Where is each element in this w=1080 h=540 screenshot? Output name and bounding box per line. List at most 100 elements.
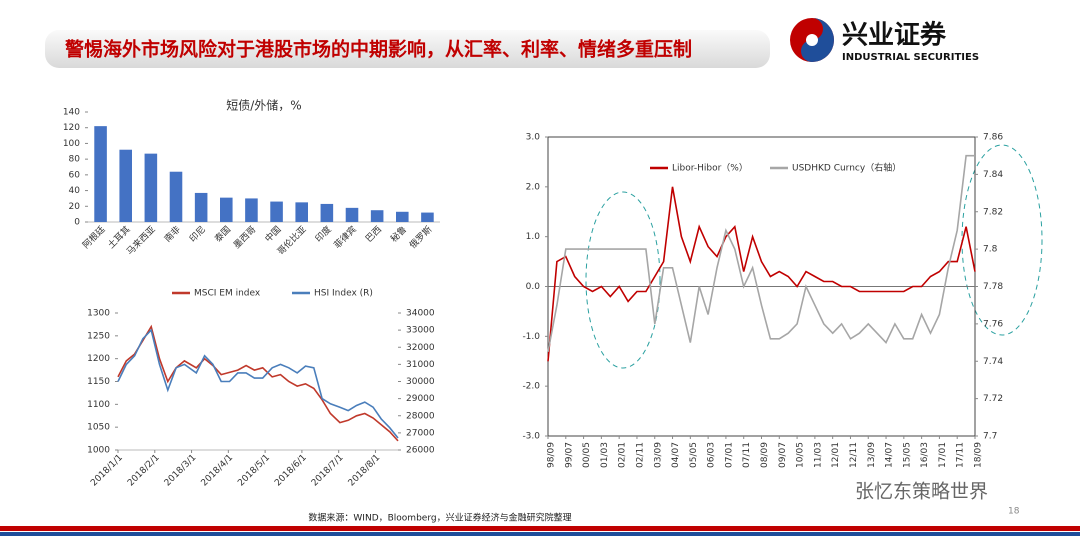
x-tick-label: 03/09 [653, 442, 663, 468]
x-tick-label: 17/11 [956, 442, 966, 468]
y-tick-label: 0.0 [526, 282, 541, 292]
y-tick-label: 60 [69, 170, 81, 180]
y2-tick-label: 7.86 [983, 133, 1003, 143]
series-line [547, 186, 976, 362]
y-tick-label: 100 [63, 139, 80, 149]
y2-tick-label: 34000 [406, 309, 435, 319]
x-tick-label: 2018/8/1 [347, 453, 383, 489]
y-tick-label: 0 [74, 218, 80, 228]
bar [396, 211, 409, 222]
y2-tick-label: 31000 [406, 360, 435, 370]
y-tick-label: 80 [69, 155, 81, 165]
bar [169, 171, 183, 222]
footer-stripe [0, 526, 1080, 531]
y-tick-label: 1050 [87, 423, 110, 433]
series-line [547, 154, 975, 353]
y2-tick-label: 28000 [406, 411, 435, 421]
y-tick-label: 1150 [87, 377, 110, 387]
x-tick-label: 2018/2/1 [126, 453, 162, 489]
logo-en: INDUSTRIAL SECURITIES [842, 52, 979, 63]
y-tick-label: 1300 [87, 309, 110, 319]
x-tick-label: 2018/3/1 [163, 453, 199, 489]
y-tick-label: 1.0 [526, 232, 541, 242]
bar [295, 202, 308, 222]
y2-tick-label: 7.8 [983, 245, 998, 255]
y-tick-label: 20 [69, 202, 81, 212]
source-note: 数据来源：WIND，Bloomberg，兴业证券经济与金融研究院整理 [308, 512, 571, 524]
x-tick-label: 06/03 [707, 442, 717, 468]
x-tick-label: 南非 [162, 223, 183, 244]
x-tick-label: 07/11 [742, 442, 752, 468]
y-tick-label: 3.0 [526, 133, 541, 143]
y-tick-label: -2.0 [522, 382, 540, 392]
y-tick-label: 2.0 [526, 182, 541, 192]
x-tick-label: 12/11 [849, 442, 859, 468]
y2-tick-label: 7.84 [983, 170, 1003, 180]
bar [320, 203, 334, 222]
y-tick-label: 140 [63, 108, 80, 118]
x-tick-label: 印度 [313, 223, 334, 244]
y2-tick-label: 29000 [406, 394, 435, 404]
legend-label: HSI Index (R) [314, 289, 373, 299]
x-tick-label: 01/03 [600, 442, 610, 468]
x-tick-label: 99/07 [564, 442, 574, 468]
x-tick-label: 秘鲁 [388, 223, 409, 244]
bar [345, 207, 359, 222]
bar [270, 201, 283, 222]
x-tick-label: 俄罗斯 [407, 223, 435, 251]
x-tick-label: 10/05 [796, 442, 806, 468]
y2-tick-label: 32000 [406, 343, 435, 353]
logo [790, 18, 834, 62]
bar [94, 126, 107, 222]
bar [119, 149, 132, 222]
highlight-ellipse [585, 191, 661, 369]
y2-tick-label: 30000 [406, 377, 435, 387]
y2-tick-label: 7.78 [983, 282, 1003, 292]
y2-tick-label: 26000 [406, 446, 435, 456]
x-tick-label: 05/05 [689, 442, 699, 468]
slide-title: 警惕海外市场风险对于港股市场的中期影响，从汇率、利率、情绪多重压制 [65, 38, 692, 61]
y2-tick-label: 7.76 [983, 319, 1003, 329]
x-tick-label: 08/09 [760, 442, 770, 468]
y2-tick-label: 33000 [406, 326, 435, 336]
y-tick-label: 40 [69, 186, 81, 196]
x-tick-label: 菲律宾 [331, 223, 359, 251]
x-tick-label: 2018/6/1 [273, 453, 309, 489]
bar [370, 210, 384, 222]
y2-tick-label: 7.82 [983, 207, 1003, 217]
y2-tick-label: 7.7 [983, 432, 997, 442]
y2-tick-label: 7.72 [983, 394, 1003, 404]
bar [421, 212, 434, 222]
logo-cn: 兴业证券 [842, 21, 947, 51]
x-tick-label: 02/01 [618, 442, 628, 468]
watermark: 张忆东策略世界 [855, 481, 988, 503]
legend-label: MSCI EM index [194, 289, 261, 299]
x-tick-label: 17/01 [938, 442, 948, 468]
y-tick-label: -3.0 [522, 432, 540, 442]
footer-stripe [0, 532, 1080, 536]
x-tick-label: 11/03 [813, 442, 823, 468]
bar [220, 197, 233, 222]
x-tick-label: 16/03 [920, 442, 930, 468]
x-tick-label: 04/07 [671, 442, 681, 468]
bar [144, 153, 158, 222]
x-tick-label: 墨西哥 [231, 224, 258, 251]
x-tick-label: 2018/5/1 [236, 453, 272, 489]
series-line [117, 324, 399, 442]
x-tick-label: 泰国 [212, 223, 233, 244]
x-tick-label: 2018/7/1 [310, 453, 346, 489]
bar [245, 198, 258, 222]
x-tick-label: 印尼 [187, 223, 208, 244]
x-tick-label: 阿根廷 [80, 223, 108, 251]
legend-label: Libor-Hibor（%） [672, 163, 748, 174]
title-bar [45, 30, 770, 68]
y-tick-label: 1000 [87, 446, 110, 456]
x-tick-label: 02/11 [635, 442, 645, 468]
y-tick-label: 120 [63, 123, 80, 133]
x-tick-label: 07/01 [724, 442, 734, 468]
x-tick-label: 14/07 [885, 442, 895, 468]
x-tick-label: 2018/4/1 [200, 453, 236, 489]
x-tick-label: 中国 [262, 223, 283, 244]
legend-label: USDHKD Curncy（右轴） [792, 162, 901, 174]
